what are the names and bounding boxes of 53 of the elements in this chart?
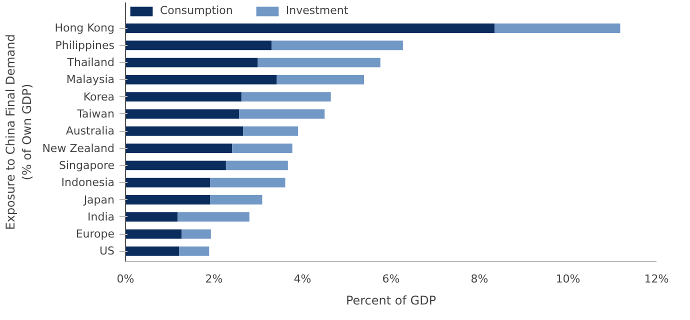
bar	[178, 212, 250, 222]
y-tick-label: Korea	[83, 90, 115, 104]
bar	[210, 178, 286, 188]
bar	[226, 160, 288, 170]
x-tick-label: 10%	[556, 272, 580, 286]
x-tick-label: 12%	[644, 272, 669, 286]
bar	[126, 24, 495, 33]
x-axis-title: Percent of GDP	[346, 294, 436, 308]
bar	[243, 126, 298, 136]
bar	[182, 229, 211, 239]
y-axis-title: Exposure to China Final Demand (% of Own GDP)	[3, 34, 34, 230]
legend-label: Consumption	[160, 4, 233, 17]
bar	[126, 109, 240, 119]
bar	[126, 92, 242, 102]
x-tick-label: 2%	[205, 272, 223, 286]
x-tick-label: 6%	[382, 272, 400, 286]
bar	[126, 229, 182, 239]
bar	[239, 109, 325, 119]
bar	[126, 246, 180, 256]
bar	[126, 178, 210, 188]
x-tick-label: 4%	[294, 272, 312, 286]
y-tick-label: New Zealand	[42, 142, 115, 155]
bar	[126, 58, 258, 68]
y-tick-label: Hong Kong	[54, 22, 115, 35]
y-tick-label: Singapore	[59, 158, 115, 172]
y-tick-label: Japan	[82, 193, 115, 206]
y-tick-label: Australia	[66, 124, 115, 138]
bar	[126, 40, 272, 50]
bar	[232, 144, 292, 154]
bar	[126, 160, 226, 170]
bar	[126, 74, 277, 84]
bar	[126, 144, 232, 154]
bar	[494, 24, 620, 33]
x-tick-label: 8%	[470, 272, 488, 286]
y-tick-label: Indonesia	[61, 176, 115, 190]
y-tick-label: Malaysia	[66, 73, 115, 86]
y-tick-label: Europe	[76, 228, 115, 241]
bar	[241, 92, 331, 102]
y-tick-label: US	[99, 244, 115, 258]
bar	[272, 40, 403, 50]
bar	[210, 195, 262, 204]
bar	[126, 195, 210, 204]
bar	[126, 212, 178, 222]
y-tick-label: Thailand	[66, 56, 115, 70]
y-tick-label: Taiwan	[76, 107, 115, 120]
x-tick-label: 0%	[116, 272, 134, 286]
bar	[258, 58, 380, 68]
y-tick-label: India	[88, 210, 115, 224]
bar	[276, 74, 364, 84]
legend-label: Investment	[286, 4, 348, 17]
bar	[126, 126, 244, 136]
bar	[179, 246, 210, 256]
y-tick-label: Philippines	[55, 38, 115, 52]
